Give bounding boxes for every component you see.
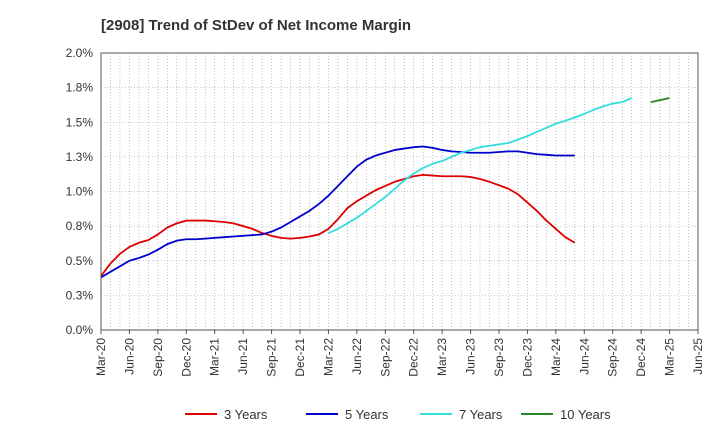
series-lines xyxy=(100,97,670,279)
x-tick-label: Dec-24 xyxy=(634,338,648,377)
x-tick-label: Mar-24 xyxy=(549,338,563,376)
x-tick-label: Sep-20 xyxy=(151,338,165,377)
x-tick-label: Mar-21 xyxy=(208,338,222,376)
x-tick-label: Jun-23 xyxy=(464,338,478,375)
x-tick-label: Sep-23 xyxy=(492,338,506,377)
x-tick-label: Dec-23 xyxy=(520,338,534,377)
x-tick-label: Dec-22 xyxy=(407,338,421,377)
y-tick-label: 0.8% xyxy=(66,219,94,233)
x-tick-label: Jun-20 xyxy=(122,338,136,375)
grid xyxy=(101,52,698,331)
legend: 3 Years 5 Years 7 Years 10 Years xyxy=(185,407,611,422)
legend-label: 10 Years xyxy=(560,407,611,422)
y-tick-label: 0.3% xyxy=(66,288,94,302)
x-tick-label: Dec-20 xyxy=(179,338,193,377)
y-tick-label: 1.0% xyxy=(66,185,94,199)
legend-label: 3 Years xyxy=(224,407,268,422)
x-tick-label: Mar-23 xyxy=(435,338,449,376)
y-tick-label: 0.5% xyxy=(66,254,94,268)
legend-label: 5 Years xyxy=(345,407,389,422)
x-tick-label: Mar-25 xyxy=(663,338,677,376)
y-tick-label: 1.5% xyxy=(66,115,94,129)
x-tick-label: Sep-24 xyxy=(606,338,620,377)
x-tick-label: Jun-21 xyxy=(236,338,250,375)
series-line-10-years xyxy=(650,97,670,104)
x-tick-label: Jun-22 xyxy=(350,338,364,375)
x-tick-label: Mar-22 xyxy=(321,338,335,376)
series-line-7-years xyxy=(328,97,633,234)
x-tick-label: Sep-21 xyxy=(265,338,279,377)
y-tick-label: 1.8% xyxy=(66,81,94,95)
x-tick-label: Mar-20 xyxy=(94,338,108,376)
series-line-3-years xyxy=(100,173,576,277)
chart-title: [2908] Trend of StDev of Net Income Marg… xyxy=(101,17,411,34)
x-tick-label: Jun-24 xyxy=(577,338,591,375)
y-tick-label: 2.0% xyxy=(66,46,94,60)
plot-frame xyxy=(100,52,699,331)
y-tick-label: 1.3% xyxy=(66,150,94,164)
x-tick-label: Jun-25 xyxy=(691,338,705,375)
x-tick-label: Sep-22 xyxy=(378,338,392,377)
axes: 0.0% 0.3% 0.5% 0.8% 1.0% 1.3% 1.5% 1.8% 2.0% Mar-… xyxy=(66,46,705,377)
series-line-5-years xyxy=(100,145,575,279)
y-tick-label: 0.0% xyxy=(66,323,94,337)
x-tick-label: Dec-21 xyxy=(293,338,307,377)
legend-label: 7 Years xyxy=(459,407,503,422)
